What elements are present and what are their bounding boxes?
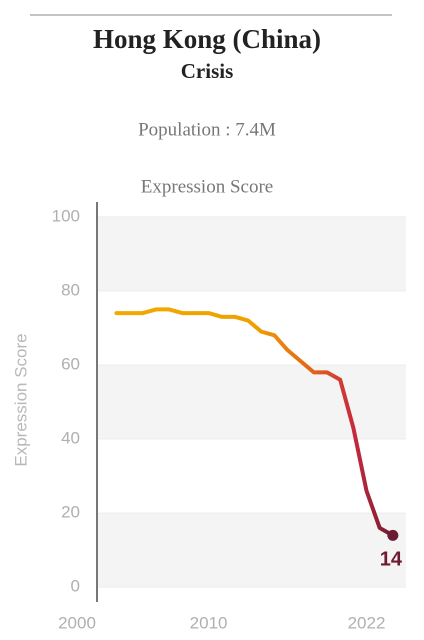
chart-title: Expression Score [141,176,273,197]
end-point [387,529,399,541]
line [114,307,395,538]
grid-band [97,364,406,440]
grid-band [97,513,406,588]
y-axis-label: Expression Score [11,333,30,466]
population: Population : 7.4M [138,119,276,140]
y-tick-label: 100 [52,206,80,225]
grid-band [97,216,406,291]
x-tick-label: 2000 [58,613,96,632]
page-title: Hong Kong (China) [93,24,321,54]
x-tick-label: 2022 [348,613,386,632]
x-tick-label: 2010 [190,613,228,632]
y-tick-label: 80 [61,280,80,299]
y-tick-label: 0 [71,577,80,596]
y-tick-label: 60 [61,354,80,373]
value-label: 14 [380,549,403,571]
y-tick-label: 20 [61,503,80,522]
y-tick-label: 40 [61,429,80,448]
page-subtitle: Crisis [181,59,234,83]
